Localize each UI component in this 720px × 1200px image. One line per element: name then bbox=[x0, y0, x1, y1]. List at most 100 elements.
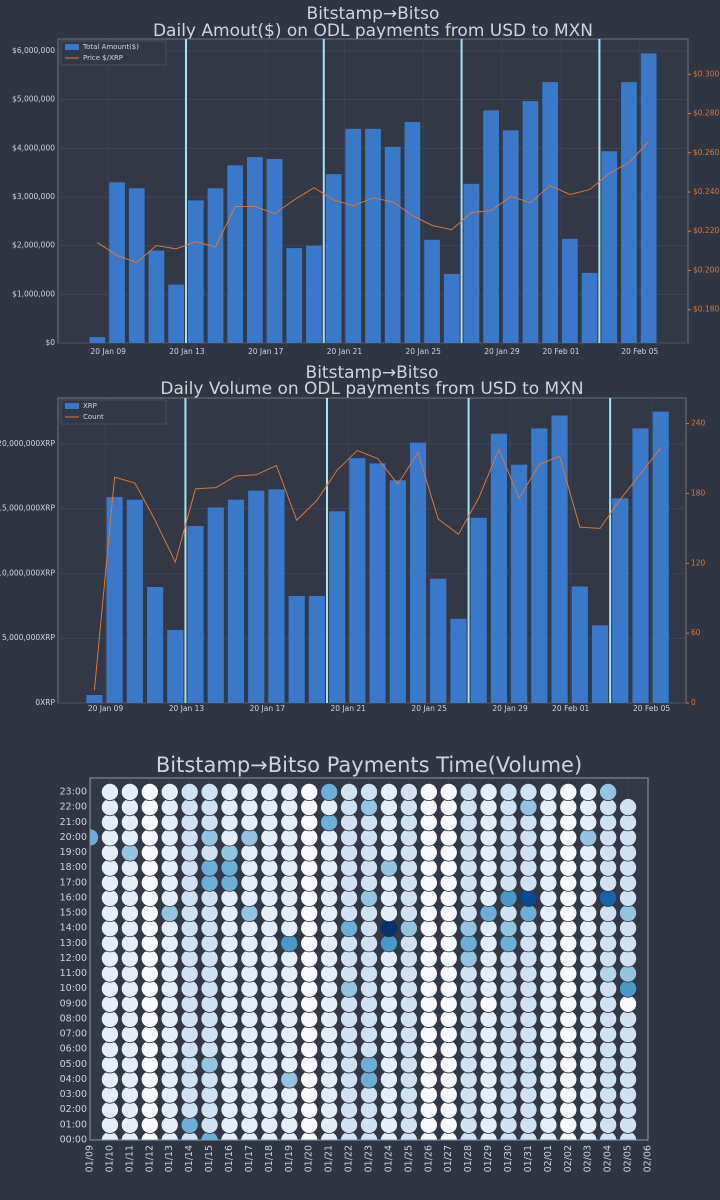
bubble bbox=[180, 949, 199, 968]
bubble bbox=[359, 1040, 378, 1059]
bubble bbox=[619, 1070, 638, 1089]
bar bbox=[511, 464, 528, 703]
bar bbox=[227, 165, 244, 343]
bar bbox=[306, 245, 322, 343]
bubble bbox=[619, 843, 638, 862]
y-tick-label: 15:00 bbox=[60, 908, 87, 919]
bubble bbox=[160, 949, 179, 968]
x-tick-label: 02/05 bbox=[623, 1145, 634, 1172]
y-tick-label: 15,000,000XRP bbox=[0, 504, 55, 513]
bubble bbox=[539, 1070, 558, 1089]
bubble bbox=[120, 979, 139, 998]
bubble bbox=[379, 1009, 398, 1028]
bubble bbox=[479, 994, 498, 1013]
bubble bbox=[340, 919, 359, 938]
bubble bbox=[439, 828, 458, 847]
bubble bbox=[579, 994, 598, 1013]
bubble bbox=[619, 1025, 638, 1044]
bar bbox=[268, 489, 285, 703]
bubble bbox=[140, 919, 159, 938]
bubble bbox=[479, 888, 498, 907]
bubble bbox=[300, 1009, 319, 1028]
bar bbox=[345, 128, 362, 343]
bubble bbox=[260, 858, 279, 877]
bubble bbox=[519, 1040, 538, 1059]
bubble bbox=[419, 964, 438, 983]
bubble bbox=[220, 904, 239, 923]
x-tick-label: 20 Jan 29 bbox=[484, 347, 520, 356]
bubble bbox=[260, 904, 279, 923]
bubble bbox=[220, 1025, 239, 1044]
bar bbox=[266, 159, 283, 343]
bubble bbox=[499, 1025, 518, 1044]
bubble bbox=[579, 1070, 598, 1089]
bubble bbox=[100, 813, 119, 832]
bubble bbox=[320, 949, 339, 968]
bubble bbox=[619, 798, 638, 817]
bubble bbox=[479, 1025, 498, 1044]
bubble bbox=[300, 1115, 319, 1134]
bar bbox=[369, 463, 386, 703]
bubble bbox=[599, 904, 618, 923]
bubble bbox=[160, 919, 179, 938]
bar bbox=[86, 694, 103, 703]
bubble bbox=[160, 1055, 179, 1074]
bubble bbox=[160, 904, 179, 923]
bubble bbox=[280, 858, 299, 877]
bubble bbox=[619, 1009, 638, 1028]
bubble bbox=[220, 1055, 239, 1074]
bubble bbox=[120, 1025, 139, 1044]
bubble bbox=[479, 1040, 498, 1059]
x-tick-label: 01/27 bbox=[443, 1145, 454, 1172]
bubble bbox=[240, 904, 259, 923]
bubble bbox=[379, 919, 398, 938]
bubble bbox=[320, 1100, 339, 1119]
bubble bbox=[439, 858, 458, 877]
bubble bbox=[379, 1085, 398, 1104]
bubble bbox=[579, 813, 598, 832]
x-tick-label: 02/03 bbox=[583, 1145, 594, 1172]
bubble bbox=[559, 858, 578, 877]
bar bbox=[571, 586, 588, 703]
bubble bbox=[359, 919, 378, 938]
bar bbox=[463, 183, 480, 343]
bubble bbox=[180, 994, 199, 1013]
y-tick-label: $5,000,000 bbox=[12, 95, 55, 104]
bubble bbox=[140, 843, 159, 862]
x-tick-label: 01/30 bbox=[503, 1145, 514, 1172]
bubble bbox=[340, 783, 359, 802]
bar bbox=[308, 596, 325, 703]
bubble bbox=[300, 964, 319, 983]
bubble bbox=[180, 964, 199, 983]
bubble bbox=[459, 979, 478, 998]
bubble bbox=[459, 813, 478, 832]
bubble bbox=[419, 979, 438, 998]
bar bbox=[490, 433, 508, 703]
y-tick-label: 03:00 bbox=[60, 1089, 87, 1100]
legend-label: Price $/XRP bbox=[83, 54, 123, 62]
bubble bbox=[499, 994, 518, 1013]
bubble bbox=[359, 813, 378, 832]
bubble bbox=[499, 813, 518, 832]
bubble bbox=[599, 783, 618, 802]
y-tick-label: 5,000,000XRP bbox=[2, 633, 56, 642]
bubble bbox=[160, 1070, 179, 1089]
bubble bbox=[459, 783, 478, 802]
bar bbox=[542, 82, 559, 344]
bubble bbox=[499, 843, 518, 862]
x-tick-label: 20 Feb 01 bbox=[542, 347, 579, 356]
bubble bbox=[359, 904, 378, 923]
bubble bbox=[140, 888, 159, 907]
bubble bbox=[539, 1025, 558, 1044]
bubble bbox=[519, 934, 538, 953]
y2-tick-label: 180 bbox=[691, 488, 706, 497]
bubble bbox=[599, 1070, 618, 1089]
y-tick-label: $0 bbox=[45, 338, 55, 347]
bubble bbox=[260, 1009, 279, 1028]
bubble bbox=[100, 1009, 119, 1028]
bubble bbox=[399, 888, 418, 907]
bubble bbox=[419, 783, 438, 802]
bubble bbox=[579, 934, 598, 953]
bubble bbox=[240, 798, 259, 817]
bubble bbox=[200, 904, 219, 923]
